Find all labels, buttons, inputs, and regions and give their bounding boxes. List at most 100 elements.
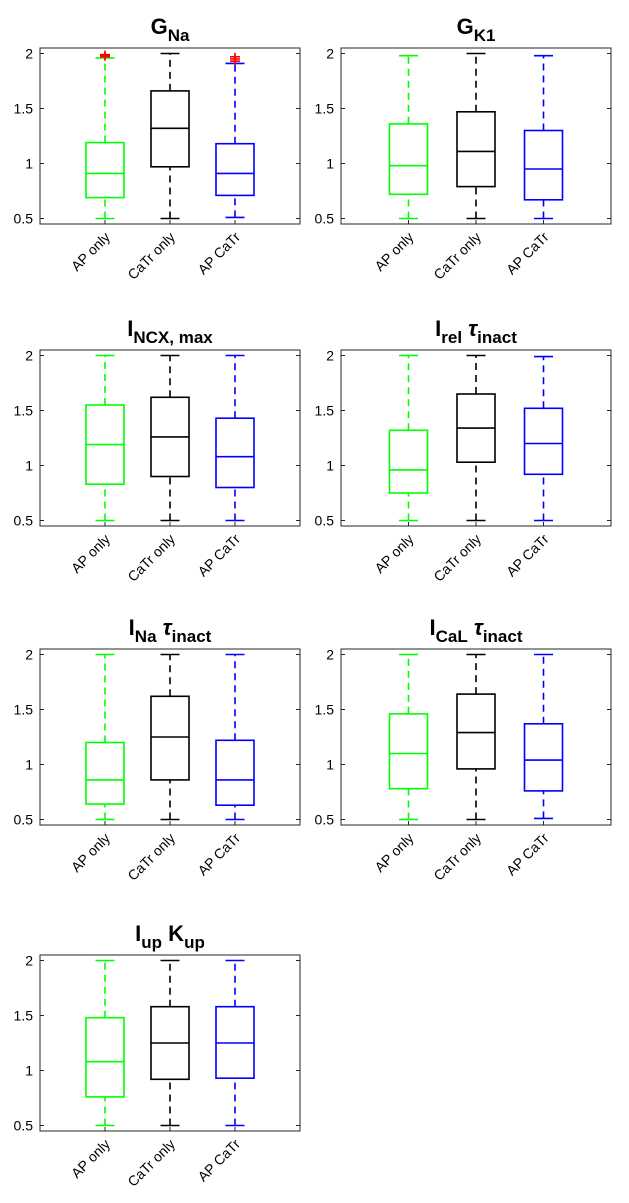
y-tick-label: 1 — [326, 458, 334, 474]
box-3 — [215, 653, 255, 821]
y-tick-label: 2 — [326, 647, 334, 663]
iqr-box — [523, 129, 564, 201]
iqr-box — [388, 429, 429, 494]
panel-3: INCX, max 0.5 1 1.5 2 AP only CaTr only AP CaTr — [14, 316, 301, 585]
title-subscript: inact — [172, 627, 212, 646]
x-category-label: AP only — [68, 1136, 113, 1181]
y-tick-label: 1.5 — [315, 403, 335, 419]
box-1 — [85, 653, 125, 821]
panel-4: Irel τinact 0.5 1 1.5 2 AP only CaTr only AP Ca… — [315, 316, 612, 585]
box-3 — [523, 653, 564, 820]
iqr-box — [85, 741, 125, 805]
title-text: τ — [157, 615, 173, 640]
x-category-label: CaTr only — [124, 531, 178, 585]
box-2 — [456, 653, 496, 821]
box-1 — [85, 354, 125, 522]
x-category-label: AP CaTr — [503, 229, 552, 278]
y-tick-label: 1.5 — [14, 1008, 34, 1024]
y-tick-label: 1.5 — [315, 702, 335, 718]
title-subscript: rel — [441, 328, 462, 347]
box-2 — [150, 653, 190, 821]
box-2 — [150, 354, 190, 522]
box-1 — [85, 50, 125, 220]
y-tick-label: 2 — [25, 348, 33, 364]
y-tick-label: 0.5 — [14, 1118, 34, 1134]
y-tick-label: 0.5 — [14, 211, 34, 227]
box-3 — [523, 355, 564, 522]
title-text: I — [435, 316, 441, 341]
iqr-box — [388, 713, 429, 790]
x-category-label: AP CaTr — [503, 830, 552, 879]
title-subscript: inact — [483, 627, 523, 646]
x-category-label: AP only — [68, 531, 113, 576]
iqr-box — [523, 407, 564, 476]
title-text: I — [429, 615, 435, 640]
box-3 — [215, 52, 255, 219]
y-tick-label: 0.5 — [315, 513, 335, 529]
iqr-box — [456, 111, 496, 188]
y-tick-label: 1 — [25, 458, 33, 474]
y-tick-label: 1.5 — [14, 101, 34, 117]
title-text: I — [135, 921, 141, 946]
y-tick-label: 2 — [326, 348, 334, 364]
box-3 — [215, 354, 255, 522]
panel-title: GK1 — [457, 14, 496, 45]
box-1 — [388, 653, 429, 821]
panel-7: Iup Kup 0.5 1 1.5 2 AP only CaTr only AP CaTr — [14, 921, 301, 1190]
iqr-box — [215, 739, 255, 806]
box-2 — [456, 52, 496, 220]
panel-1: GNa 0.5 1 1.5 2 AP only CaTr only AP CaTr — [14, 14, 301, 283]
y-tick-label: 2 — [25, 953, 33, 969]
panel-title: INCX, max — [127, 316, 213, 347]
box-1 — [388, 354, 429, 522]
title-subscript: Na — [168, 26, 190, 45]
title-text: τ — [468, 615, 484, 640]
panel-title: INa τinact — [129, 615, 212, 646]
y-tick-label: 1.5 — [14, 403, 34, 419]
y-tick-label: 1.5 — [14, 702, 34, 718]
y-tick-label: 0.5 — [315, 812, 335, 828]
x-category-label: CaTr only — [430, 229, 484, 283]
box-2 — [150, 52, 190, 220]
iqr-box — [215, 142, 255, 197]
y-tick-label: 1 — [326, 156, 334, 172]
title-subscript: up — [184, 933, 205, 952]
box-2 — [456, 354, 496, 522]
x-category-label: AP CaTr — [194, 229, 243, 278]
y-tick-label: 1 — [25, 757, 33, 773]
panel-title: Iup Kup — [135, 921, 205, 952]
title-subscript: inact — [477, 328, 517, 347]
y-tick-label: 2 — [25, 46, 33, 62]
title-subscript: Na — [135, 627, 157, 646]
title-text: I — [129, 615, 135, 640]
x-category-label: AP only — [371, 531, 416, 576]
iqr-box — [215, 417, 255, 489]
y-tick-label: 2 — [25, 647, 33, 663]
title-subscript: K1 — [474, 26, 496, 45]
box-2 — [150, 959, 190, 1127]
panel-2: GK1 0.5 1 1.5 2 AP only CaTr only AP CaTr — [315, 14, 612, 283]
iqr-box — [523, 722, 564, 792]
x-category-label: AP only — [68, 229, 113, 274]
y-tick-label: 2 — [326, 46, 334, 62]
panel-6: ICaL τinact 0.5 1 1.5 2 AP only CaTr only AP Ca… — [315, 615, 612, 884]
panel-title: Irel τinact — [435, 316, 517, 347]
title-text: τ — [462, 316, 478, 341]
x-category-label: AP only — [371, 229, 416, 274]
panel-title: ICaL τinact — [429, 615, 522, 646]
x-category-label: AP only — [68, 830, 113, 875]
y-tick-label: 0.5 — [14, 513, 34, 529]
x-category-label: AP CaTr — [194, 1136, 243, 1185]
title-text: I — [127, 316, 133, 341]
box-1 — [85, 959, 125, 1127]
y-tick-label: 1.5 — [315, 101, 335, 117]
x-category-label: CaTr only — [124, 229, 178, 283]
axes-box — [39, 349, 301, 527]
title-subscript: CaL — [436, 627, 468, 646]
iqr-box — [456, 693, 496, 770]
x-category-label: AP CaTr — [194, 531, 243, 580]
x-category-label: CaTr only — [124, 1136, 178, 1190]
y-tick-label: 1 — [25, 156, 33, 172]
y-tick-label: 1 — [326, 757, 334, 773]
